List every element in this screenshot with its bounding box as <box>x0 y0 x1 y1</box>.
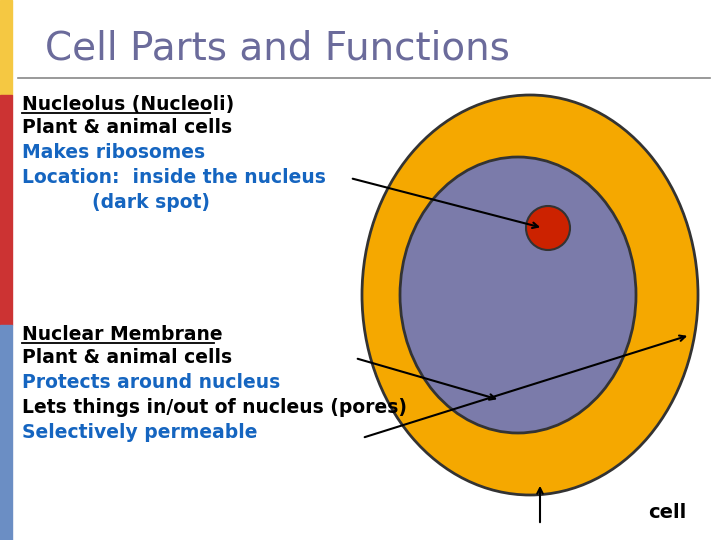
Ellipse shape <box>526 206 570 250</box>
Text: cell: cell <box>648 503 686 523</box>
Text: Protects around nucleus: Protects around nucleus <box>22 373 280 392</box>
Text: Makes ribosomes: Makes ribosomes <box>22 143 205 162</box>
Text: (dark spot): (dark spot) <box>92 193 210 212</box>
Bar <box>0 0 12 95</box>
Bar <box>0 95 12 325</box>
Text: Lets things in/out of nucleus (pores): Lets things in/out of nucleus (pores) <box>22 398 407 417</box>
Text: Nuclear Membrane: Nuclear Membrane <box>22 325 222 344</box>
Ellipse shape <box>362 95 698 495</box>
Text: Plant & animal cells: Plant & animal cells <box>22 118 232 137</box>
Text: Location:  inside the nucleus: Location: inside the nucleus <box>22 168 326 187</box>
Ellipse shape <box>400 157 636 433</box>
Text: Nucleolus (Nucleoli): Nucleolus (Nucleoli) <box>22 95 234 114</box>
Bar <box>0 325 12 540</box>
Text: Selectively permeable: Selectively permeable <box>22 423 258 442</box>
Text: Cell Parts and Functions: Cell Parts and Functions <box>45 29 510 67</box>
Text: Plant & animal cells: Plant & animal cells <box>22 348 232 367</box>
